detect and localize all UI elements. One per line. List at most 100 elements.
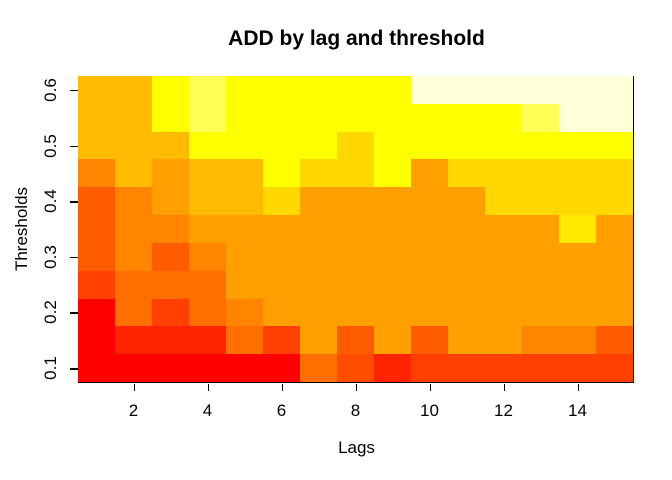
heatmap-cell — [152, 76, 189, 104]
heatmap-cell — [448, 76, 485, 104]
heatmap-cell — [337, 159, 374, 187]
heatmap-cell — [411, 159, 448, 187]
x-tick-mark — [133, 384, 135, 391]
heatmap-cell — [374, 271, 411, 299]
x-tick-mark — [207, 384, 209, 391]
x-axis-label: Lags — [338, 438, 375, 457]
heatmap-cell — [559, 215, 596, 243]
heatmap-cell — [559, 354, 596, 382]
heatmap-cell — [448, 354, 485, 382]
plot-area — [78, 76, 634, 383]
heatmap-cell — [263, 243, 300, 271]
heatmap-cell — [337, 104, 374, 132]
heatmap-cell — [448, 326, 485, 354]
heatmap-cell — [226, 271, 263, 299]
heatmap-cell — [485, 187, 522, 215]
heatmap-cell — [189, 354, 226, 382]
heatmap-cell — [337, 215, 374, 243]
heatmap-cell — [226, 76, 263, 104]
heatmap-cell — [263, 271, 300, 299]
heatmap-cell — [559, 104, 596, 132]
heatmap-cell — [522, 76, 559, 104]
x-tick-label: 8 — [350, 401, 361, 420]
heatmap-cell — [152, 271, 189, 299]
y-tick-label: 0.3 — [41, 244, 60, 269]
heatmap-cell — [411, 299, 448, 326]
heatmap-cell — [596, 354, 633, 382]
x-tick-label: 10 — [420, 401, 439, 420]
heatmap-cell — [374, 187, 411, 215]
heatmap-cell — [411, 76, 448, 104]
heatmap-cell — [559, 159, 596, 187]
heatmap-cell — [374, 215, 411, 243]
heatmap-cell — [596, 104, 633, 132]
heatmap-cell — [559, 187, 596, 215]
heatmap-cell — [596, 271, 633, 299]
heatmap-cell — [226, 299, 263, 326]
heatmap-cell — [226, 354, 263, 382]
heatmap-cell — [596, 326, 633, 354]
heatmap-cell — [485, 104, 522, 132]
heatmap-cell — [78, 243, 115, 271]
heatmap-cell — [559, 243, 596, 271]
heatmap-cell — [374, 299, 411, 326]
heatmap-cell — [485, 326, 522, 354]
heatmap-cell — [78, 299, 115, 326]
heatmap-cell — [189, 243, 226, 271]
heatmap-cell — [596, 299, 633, 326]
heatmap-cell — [448, 271, 485, 299]
heatmap-cell — [115, 271, 152, 299]
heatmap-cell — [485, 159, 522, 187]
heatmap-cell — [189, 326, 226, 354]
y-tick-mark — [70, 312, 78, 314]
heatmap-cell — [300, 243, 337, 271]
x-tick-mark — [281, 384, 283, 391]
heatmap-cell — [522, 354, 559, 382]
heatmap-cell — [189, 271, 226, 299]
y-tick-label: 0.5 — [41, 133, 60, 158]
heatmap-cell — [411, 215, 448, 243]
chart-title: ADD by lag and threshold — [228, 27, 485, 50]
heatmap-cell — [263, 76, 300, 104]
heatmap-cell — [559, 271, 596, 299]
heatmap-cell — [189, 76, 226, 104]
x-tick-mark — [503, 384, 505, 391]
heatmap-cell — [115, 243, 152, 271]
heatmap-cell — [78, 132, 115, 159]
heatmap-cell — [226, 132, 263, 159]
heatmap-cell — [78, 76, 115, 104]
heatmap-cell — [189, 299, 226, 326]
heatmap-cell — [596, 243, 633, 271]
heatmap-cell — [115, 326, 152, 354]
heatmap-cell — [226, 104, 263, 132]
heatmap-cell — [78, 187, 115, 215]
heatmap-cell — [78, 354, 115, 382]
heatmap-cell — [522, 187, 559, 215]
heatmap-cell — [152, 104, 189, 132]
heatmap-cell — [559, 299, 596, 326]
heatmap-cell — [411, 104, 448, 132]
y-tick-mark — [70, 256, 78, 259]
x-tick-mark — [355, 384, 357, 391]
heatmap-cell — [263, 104, 300, 132]
heatmap-cell — [78, 104, 115, 132]
heatmap-cell — [411, 271, 448, 299]
heatmap-cell — [596, 187, 633, 215]
heatmap-cell — [115, 76, 152, 104]
heatmap-cell — [226, 326, 263, 354]
heatmap-cell — [485, 243, 522, 271]
heatmap-cell — [522, 215, 559, 243]
heatmap-cell — [522, 104, 559, 132]
heatmap-cell — [300, 299, 337, 326]
heatmap-cell — [78, 215, 115, 243]
heatmap-cell — [485, 271, 522, 299]
heatmap-cell — [152, 326, 189, 354]
heatmap-cell — [411, 354, 448, 382]
y-tick-label: 0.2 — [41, 300, 60, 325]
heatmap-cell — [596, 132, 633, 159]
heatmap-cell — [189, 104, 226, 132]
heatmap-cell — [596, 159, 633, 187]
heatmap-cell — [152, 215, 189, 243]
heatmap-cell — [226, 187, 263, 215]
